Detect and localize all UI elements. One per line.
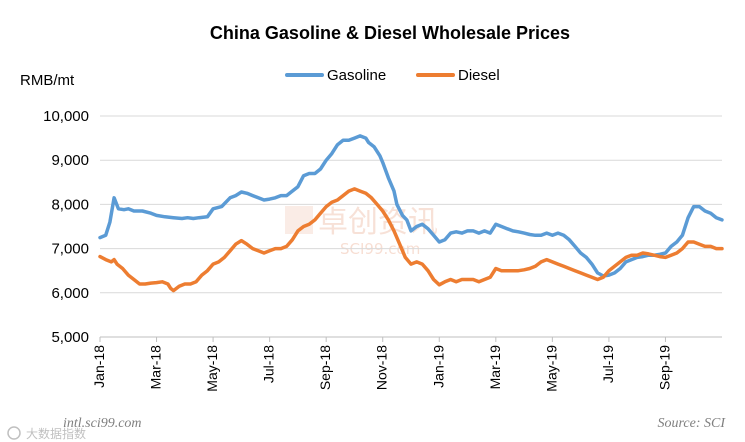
legend: Gasoline Diesel: [285, 67, 500, 84]
series-line-gasoline: [98, 134, 724, 278]
x-tick-label: Jan-18: [91, 345, 107, 388]
y-tick-label: 5,000: [51, 329, 89, 346]
watermark: 卓创资讯 SCI99.com: [285, 205, 438, 258]
y-tick-label: 9,000: [51, 152, 89, 169]
legend-diesel-label: Diesel: [458, 67, 500, 84]
chart-title: China Gasoline & Diesel Wholesale Prices: [210, 23, 570, 43]
x-axis: Jan-18 Mar-18 May-18 Jul-18 Sep-18 Nov-18 Jan-…: [91, 336, 722, 392]
x-tick-label: Nov-18: [374, 345, 390, 390]
x-tick-label: Mar-19: [487, 345, 503, 390]
x-tick-label: Sep-18: [317, 345, 333, 390]
series-line-diesel: [98, 187, 724, 293]
badge-label: 大数据指数: [26, 426, 86, 441]
y-tick-label: 7,000: [51, 241, 89, 258]
badge-icon: [7, 426, 21, 440]
legend-gasoline-label: Gasoline: [327, 67, 386, 84]
series-lines: [98, 134, 724, 293]
x-tick-label: Mar-18: [148, 345, 164, 390]
x-tick-label: Jan-19: [430, 345, 446, 388]
x-tick-label: May-19: [543, 345, 559, 392]
y-tick-label: 8,000: [51, 196, 89, 213]
x-tick-label: Jul-19: [600, 345, 616, 383]
x-tick-label: Jul-18: [261, 345, 277, 383]
badge: 大数据指数: [7, 426, 86, 441]
footer-source: Source: SCI: [657, 416, 726, 431]
y-tick-label: 6,000: [51, 285, 89, 302]
footer-website: intl.sci99.com: [63, 416, 142, 431]
x-tick-label: May-18: [204, 345, 220, 392]
y-axis-label: RMB/mt: [20, 72, 75, 89]
y-tick-label: 10,000: [43, 108, 89, 125]
watermark-cn-text: 卓创资讯: [318, 205, 438, 240]
x-tick-label: Sep-19: [656, 345, 672, 390]
y-axis-ticks: 10,000 9,000 8,000 7,000 6,000 5,000: [43, 108, 89, 346]
